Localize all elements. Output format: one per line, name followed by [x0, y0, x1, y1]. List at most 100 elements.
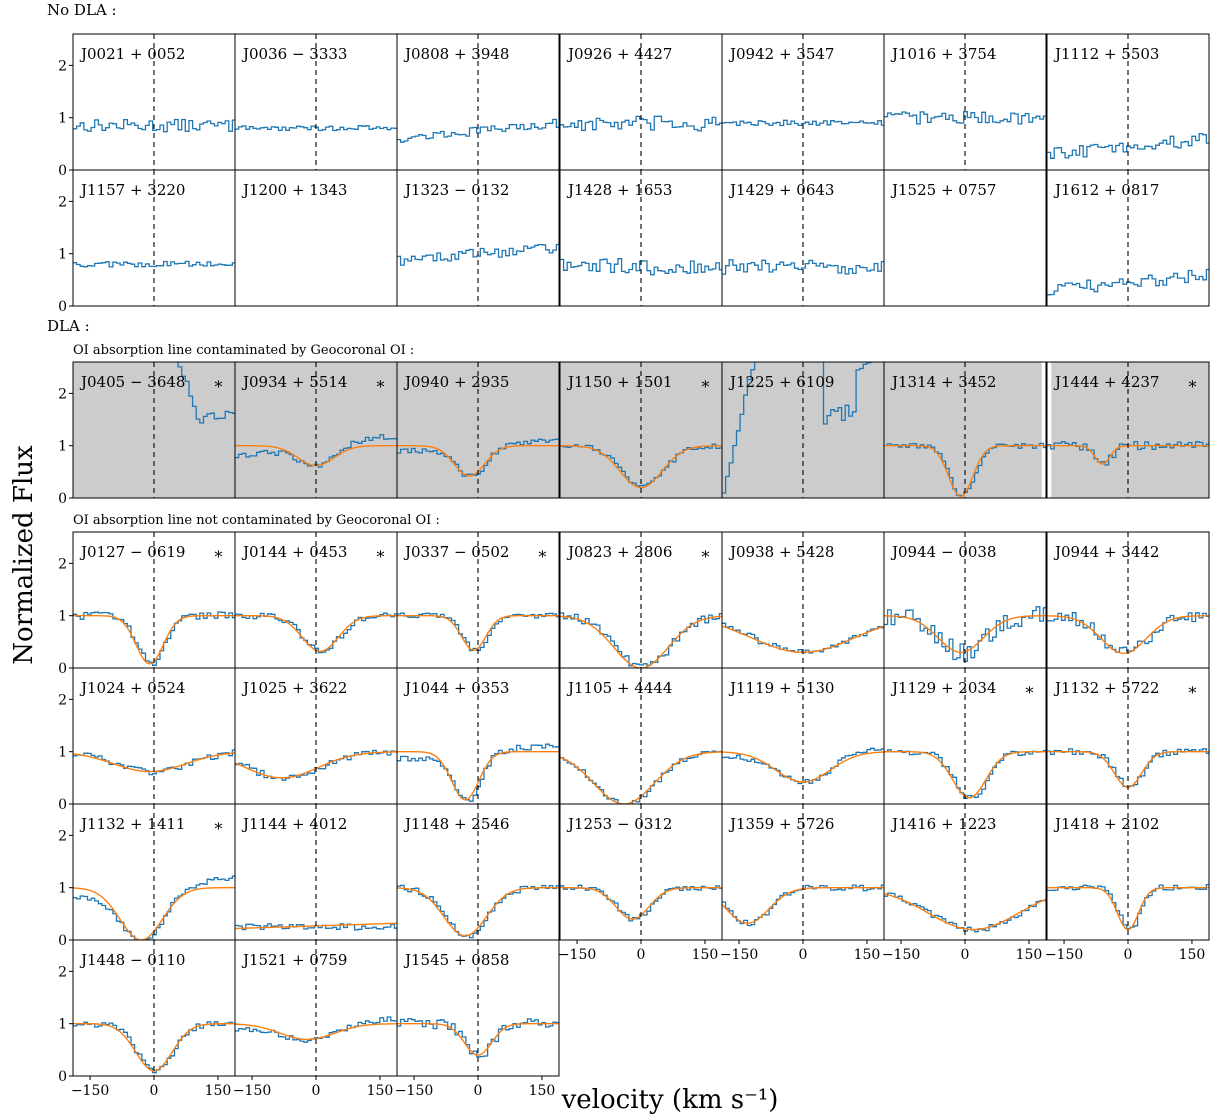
spectrum-panel: J0337 − 0502 ∗ [396, 531, 560, 669]
fit-line [560, 615, 722, 668]
x-tick-label: 0 [637, 947, 646, 963]
x-tick-label: −150 [71, 1083, 109, 1099]
star-marker: ∗ [213, 374, 224, 393]
fit-line [722, 751, 884, 783]
panel-title: J1024 + 0524 [79, 679, 185, 697]
spectrum-panel: J1112 + 5503 [1046, 33, 1210, 171]
y-tick-label: 0 [58, 491, 67, 507]
spectrum-panel: J0036 − 3333 [234, 33, 398, 171]
fit-line [722, 625, 884, 653]
x-tick-label: −150 [558, 947, 596, 963]
panel-title: J1119 + 5130 [728, 679, 834, 697]
panel-title: J1132 + 1411 [79, 815, 185, 833]
spectrum-panel: J1418 + 2102 −150 0 150 [1045, 803, 1210, 963]
spectrum-line [73, 118, 235, 133]
spectrum-panel: J0021 + 0052 0 1 2 [58, 33, 236, 179]
spectrum-panel: J0926 + 4427 [559, 33, 723, 171]
section-no-dla-label: No DLA : [47, 1, 117, 19]
spectrum-panel: J1525 + 0757 [883, 169, 1047, 307]
spectrum-panel: J1148 + 2546 [396, 803, 560, 941]
spectrum-line [235, 612, 397, 654]
y-tick-label: 2 [58, 556, 67, 572]
x-tick-label: −150 [1045, 947, 1083, 963]
subsection-contaminated-label: OI absorption line contaminated by Geoco… [73, 343, 414, 358]
panel-title: J1044 + 0353 [403, 679, 509, 697]
spectrum-line [235, 1016, 397, 1043]
section-dla-label: DLA : [47, 317, 90, 335]
panel-title: J0938 + 5428 [728, 543, 834, 561]
x-tick-label: 150 [854, 947, 881, 963]
panel-frame [396, 361, 560, 499]
spectrum-panel: J0823 + 2806 ∗ [559, 531, 723, 669]
panel-title: J1253 − 0312 [566, 815, 672, 833]
fit-line [884, 445, 1046, 498]
y-tick-label: 2 [58, 692, 67, 708]
spectrum-panel: J1119 + 5130 [721, 667, 885, 805]
spectrum-line [73, 749, 235, 776]
spectrum-line [235, 749, 397, 781]
panel-title: J1521 + 0759 [241, 951, 347, 969]
panel-title: J0944 + 3442 [1053, 543, 1159, 561]
spectrum-panel: J1150 + 1501 ∗ [559, 361, 723, 499]
panel-title: J1025 + 3622 [241, 679, 347, 697]
x-tick-label: 0 [312, 1083, 321, 1099]
star-marker: ∗ [375, 374, 386, 393]
geocoronal-shade [1051, 362, 1209, 498]
panel-title: J0942 + 3547 [728, 45, 834, 63]
fit-line [884, 892, 1046, 931]
geocoronal-shade [884, 362, 1042, 498]
x-tick-label: −150 [395, 1083, 433, 1099]
y-tick-label: 1 [58, 609, 67, 625]
panel-title: J0944 − 0038 [890, 543, 996, 561]
star-marker: ∗ [375, 544, 386, 563]
star-marker: ∗ [700, 544, 711, 563]
y-tick-label: 2 [58, 194, 67, 210]
spectrum-line [397, 243, 559, 266]
subsection-not-contaminated-label: OI absorption line not contaminated by G… [73, 513, 440, 528]
panel-title: J1525 + 0757 [890, 181, 996, 199]
x-tick-label: 0 [150, 1083, 159, 1099]
spectrum-line [73, 260, 235, 268]
y-tick-label: 1 [58, 439, 67, 455]
panel-title: J1157 + 3220 [79, 181, 185, 199]
panel-title: J0934 + 5514 [241, 373, 347, 391]
spectrum-line [722, 119, 884, 127]
spectrum-panel: J0934 + 5514 ∗ [234, 361, 398, 499]
panel-title: J1545 + 0858 [403, 951, 509, 969]
star-marker: ∗ [537, 544, 548, 563]
panel-title: J1448 − 0110 [79, 951, 185, 969]
y-tick-label: 1 [58, 111, 67, 127]
spectrum-panel: J0940 + 2935 [396, 361, 560, 499]
fit-line [397, 1023, 559, 1056]
star-marker: ∗ [1024, 680, 1035, 699]
panel-title: J1129 + 2034 [890, 679, 996, 697]
spectrum-line [560, 115, 722, 132]
spectrum-line [73, 1021, 235, 1074]
x-tick-label: 150 [367, 1083, 394, 1099]
star-marker: ∗ [1187, 374, 1198, 393]
fit-line [235, 1023, 397, 1041]
x-tick-label: 150 [1179, 947, 1206, 963]
spectrum-line [884, 749, 1046, 799]
panel-title: J0405 − 3648 [79, 373, 185, 391]
spectrum-line [397, 1017, 559, 1058]
spectrum-panel: J0938 + 5428 [721, 531, 885, 669]
star-marker: ∗ [213, 544, 224, 563]
spectrum-panel: J1416 + 1223 −150 0 150 [882, 803, 1047, 963]
y-tick-label: 2 [58, 58, 67, 74]
y-tick-label: 0 [58, 661, 67, 677]
panel-title: J1444 + 4237 [1053, 373, 1159, 391]
spectrum-panel: J1016 + 3754 [883, 33, 1047, 171]
star-marker: ∗ [213, 816, 224, 835]
y-axis-label: Normalized Flux [9, 445, 39, 665]
x-tick-label: 0 [1124, 947, 1133, 963]
panel-frame [396, 169, 560, 307]
fit-line [235, 751, 397, 779]
panel-title: J1416 + 1223 [890, 815, 996, 833]
spectrum-panel: J0144 + 0453 ∗ [234, 531, 398, 669]
panel-title: J1323 − 0132 [403, 181, 509, 199]
spectrum-panel: J1428 + 1653 [559, 169, 723, 307]
